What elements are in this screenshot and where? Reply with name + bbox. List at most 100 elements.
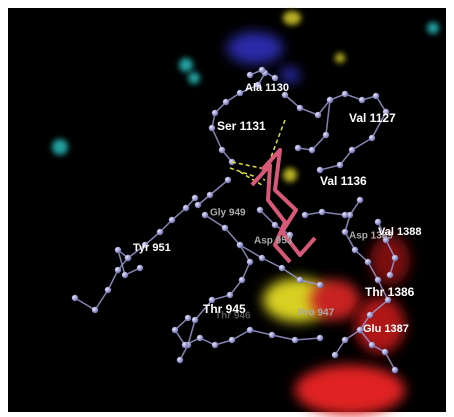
- bond: [359, 329, 396, 371]
- atom: [308, 146, 316, 154]
- atom: [196, 334, 204, 342]
- atom: [236, 89, 244, 97]
- residue-label: Ala 1130: [245, 82, 289, 94]
- residue-label: Thr 946: [215, 311, 251, 322]
- residue-label: Thr 1386: [365, 285, 415, 299]
- atom: [254, 81, 262, 89]
- surface-blobs: [52, 11, 439, 415]
- atom: [294, 144, 302, 152]
- atom: [246, 258, 254, 266]
- atom: [208, 296, 216, 304]
- atom: [222, 98, 230, 106]
- residue-label: Val 1136: [320, 174, 367, 188]
- atom: [346, 211, 354, 219]
- atom: [314, 111, 322, 119]
- atom: [268, 331, 276, 339]
- atom: [136, 264, 144, 272]
- atom: [326, 96, 334, 104]
- atom: [374, 276, 382, 284]
- atom: [356, 196, 364, 204]
- atom: [71, 294, 79, 302]
- atom: [358, 96, 366, 104]
- atom: [156, 228, 164, 236]
- atom: [296, 104, 304, 112]
- atom: [368, 341, 376, 349]
- atom: [341, 211, 349, 219]
- bond: [284, 93, 387, 171]
- atom: [278, 264, 286, 272]
- atom: [316, 334, 324, 342]
- atom: [191, 316, 199, 324]
- bond: [74, 197, 196, 312]
- atom: [341, 90, 349, 98]
- bond: [174, 317, 321, 346]
- atom: [211, 341, 219, 349]
- residue-label: Glu 1387: [363, 323, 409, 335]
- atom: [194, 201, 202, 209]
- residue-label: Pro 947: [298, 308, 335, 319]
- atom: [258, 66, 266, 74]
- bond: [297, 99, 331, 151]
- atom: [104, 286, 112, 294]
- atom: [286, 231, 294, 239]
- atom: [171, 326, 179, 334]
- atom: [184, 314, 192, 322]
- bond: [377, 221, 396, 276]
- atom: [124, 254, 132, 262]
- ligand: [250, 148, 317, 264]
- atom: [206, 191, 214, 199]
- atom: [351, 246, 359, 254]
- atom: [221, 224, 229, 232]
- bond: [116, 247, 141, 277]
- atom: [281, 91, 289, 99]
- atom: [224, 176, 232, 184]
- residue-label: Tyr 951: [133, 242, 171, 254]
- atom: [366, 311, 374, 319]
- atom: [228, 336, 236, 344]
- ball-and-stick: [71, 66, 399, 374]
- atom: [191, 194, 199, 202]
- atom: [301, 211, 309, 219]
- atom: [364, 258, 372, 266]
- atom: [316, 281, 324, 289]
- atom: [181, 341, 189, 349]
- atom: [372, 92, 380, 100]
- atom: [238, 276, 246, 284]
- atom: [246, 71, 254, 79]
- bond: [211, 72, 266, 163]
- atom: [356, 326, 364, 334]
- atom: [384, 296, 392, 304]
- atom: [296, 276, 304, 284]
- residue-label: Val 1127: [349, 111, 396, 125]
- atom: [91, 306, 99, 314]
- atom: [201, 211, 209, 219]
- atom: [291, 336, 299, 344]
- bond: [179, 214, 251, 361]
- atom: [114, 246, 122, 254]
- residue-label: Asp 1389: [349, 231, 393, 242]
- atom: [271, 74, 279, 82]
- atom: [331, 351, 339, 359]
- atom: [374, 218, 382, 226]
- atom: [348, 146, 356, 154]
- atom: [226, 291, 234, 299]
- residue-label: Val 1388: [378, 226, 421, 238]
- atom: [256, 206, 264, 214]
- atom: [386, 271, 394, 279]
- atom: [246, 326, 254, 334]
- atom: [271, 221, 279, 229]
- atom: [322, 131, 330, 139]
- atom: [318, 208, 326, 216]
- residue-label: Ser 1131: [217, 119, 266, 133]
- atom: [141, 241, 149, 249]
- residue-label: Gly 949: [210, 208, 246, 219]
- atom: [236, 241, 244, 249]
- residue-label: Thr 945: [203, 302, 246, 316]
- atom: [208, 124, 216, 132]
- residue-label: Asp 953: [254, 236, 293, 247]
- atom: [176, 356, 184, 364]
- atom: [341, 228, 349, 236]
- atom: [381, 348, 389, 356]
- atom: [114, 266, 122, 274]
